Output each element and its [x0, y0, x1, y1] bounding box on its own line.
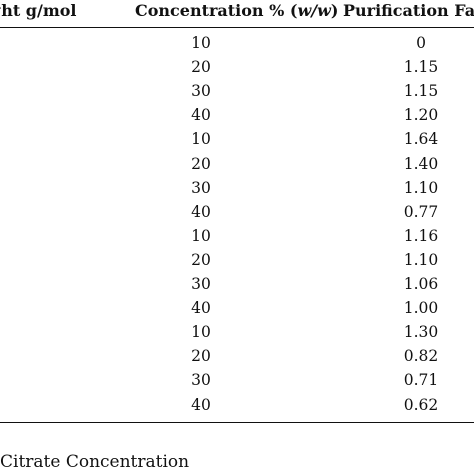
table-bottom-rule [0, 422, 474, 423]
cell-concentration: 40 [191, 396, 211, 414]
cell-purification-factor: 1.15 [403, 82, 439, 100]
header-concentration-prefix: Concentration % ( [135, 1, 298, 20]
cell-purification-factor: 0.77 [403, 203, 439, 221]
cell-purification-factor: 0 [416, 34, 426, 52]
header-concentration: Concentration % (w/w) [135, 1, 338, 21]
cell-concentration: 20 [191, 251, 211, 269]
header-concentration-suffix: ) [330, 1, 339, 20]
cell-concentration: 30 [191, 179, 211, 197]
cell-purification-factor: 1.64 [403, 130, 439, 148]
cell-concentration: 40 [191, 106, 211, 124]
cell-purification-factor: 0.62 [403, 396, 439, 414]
cell-concentration: 10 [191, 227, 211, 245]
cell-concentration: 20 [191, 347, 211, 365]
header-purification-factor: Purification Fac [343, 1, 474, 20]
cell-concentration: 30 [191, 275, 211, 293]
cell-concentration: 10 [191, 323, 211, 341]
cell-purification-factor: 1.10 [403, 251, 439, 269]
header-molecular-weight: ght g/mol [0, 1, 77, 20]
cell-purification-factor: 1.00 [403, 299, 439, 317]
cell-concentration: 10 [191, 34, 211, 52]
cell-concentration: 30 [191, 371, 211, 389]
cell-purification-factor: 1.10 [403, 179, 439, 197]
cell-concentration: 20 [191, 155, 211, 173]
cell-purification-factor: 0.82 [403, 347, 439, 365]
cell-purification-factor: 1.30 [403, 323, 439, 341]
figure-caption: Citrate Concentration [0, 452, 190, 472]
cell-purification-factor: 1.40 [403, 155, 439, 173]
cell-purification-factor: 1.06 [403, 275, 439, 293]
header-concentration-unit: w/w [297, 1, 331, 20]
cell-concentration: 30 [191, 82, 211, 100]
cell-purification-factor: 1.20 [403, 106, 439, 124]
cell-concentration: 40 [191, 299, 211, 317]
cell-concentration: 10 [191, 130, 211, 148]
cell-purification-factor: 1.15 [403, 58, 439, 76]
cell-concentration: 40 [191, 203, 211, 221]
cell-concentration: 20 [191, 58, 211, 76]
cell-purification-factor: 0.71 [403, 371, 439, 389]
table-top-rule [0, 27, 474, 28]
cell-purification-factor: 1.16 [403, 227, 439, 245]
